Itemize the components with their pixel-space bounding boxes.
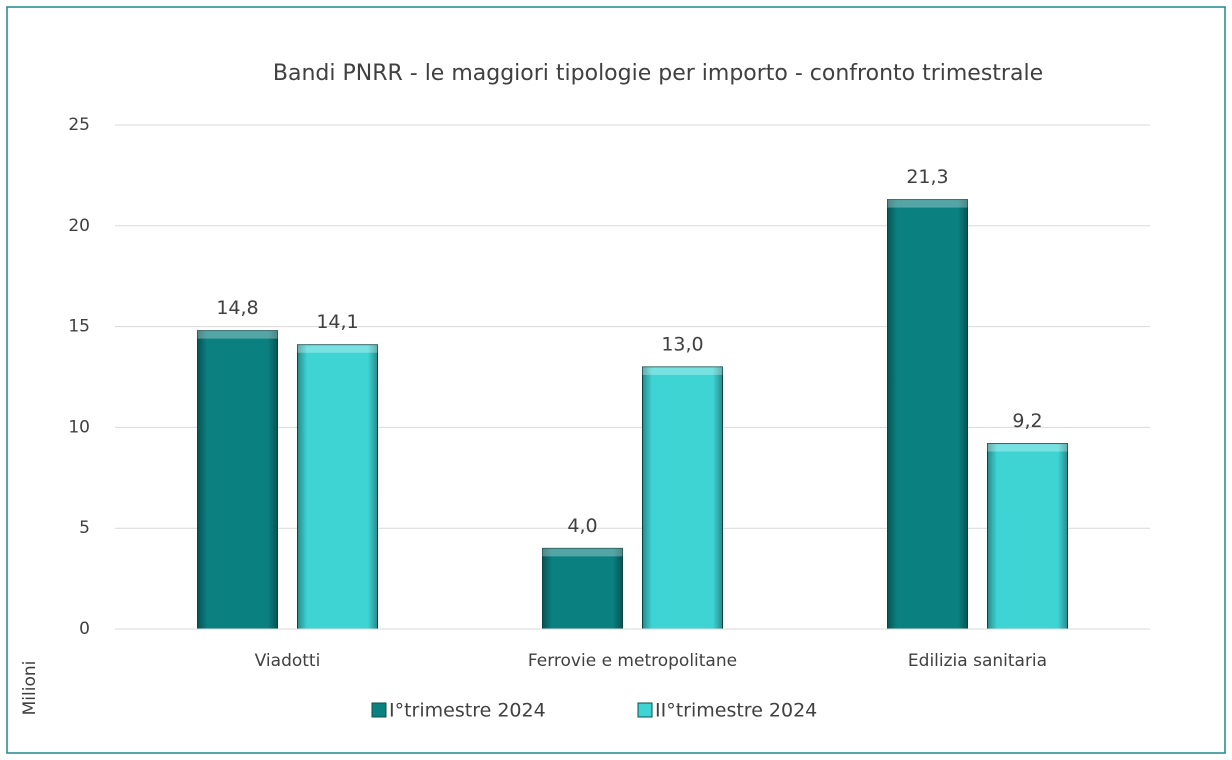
x-tick-label: Edilizia sanitaria [908, 651, 1047, 671]
bar-bevel [987, 443, 1068, 452]
chart-title: Bandi PNRR - le maggiori tipologie per i… [273, 61, 1043, 86]
legend-swatch [637, 702, 653, 718]
bar-shade [987, 443, 1068, 629]
y-tick-label: 15 [68, 317, 90, 337]
value-label: 4,0 [567, 515, 597, 537]
bar-shade [197, 330, 278, 629]
legend-label: I°trimestre 2024 [389, 700, 546, 722]
bar-bevel [887, 199, 968, 208]
frame [6, 6, 1226, 754]
bar-shade [542, 548, 623, 629]
bar-bevel [642, 366, 723, 375]
bar-bevel [542, 548, 623, 557]
x-tick-label: Ferrovie e metropolitane [528, 651, 737, 671]
bar-bevel [197, 330, 278, 339]
y-axis-label: Milioni [20, 661, 40, 716]
value-label: 14,1 [316, 311, 358, 333]
y-tick-label: 25 [68, 115, 90, 135]
bar-bevel [297, 344, 378, 353]
y-tick-label: 10 [68, 417, 90, 437]
legend-label: II°trimestre 2024 [655, 700, 817, 722]
y-tick-label: 5 [79, 518, 90, 538]
y-tick-label: 20 [68, 216, 90, 236]
bar-shade [297, 344, 378, 629]
value-label: 9,2 [1012, 410, 1042, 432]
bar-shade [642, 366, 723, 629]
y-tick-label: 0 [79, 619, 90, 639]
bar-shade [887, 199, 968, 630]
value-label: 13,0 [661, 333, 703, 355]
x-tick-label: Viadotti [255, 651, 321, 671]
legend-swatch [371, 702, 387, 718]
value-label: 14,8 [216, 297, 258, 319]
value-label: 21,3 [906, 166, 948, 188]
